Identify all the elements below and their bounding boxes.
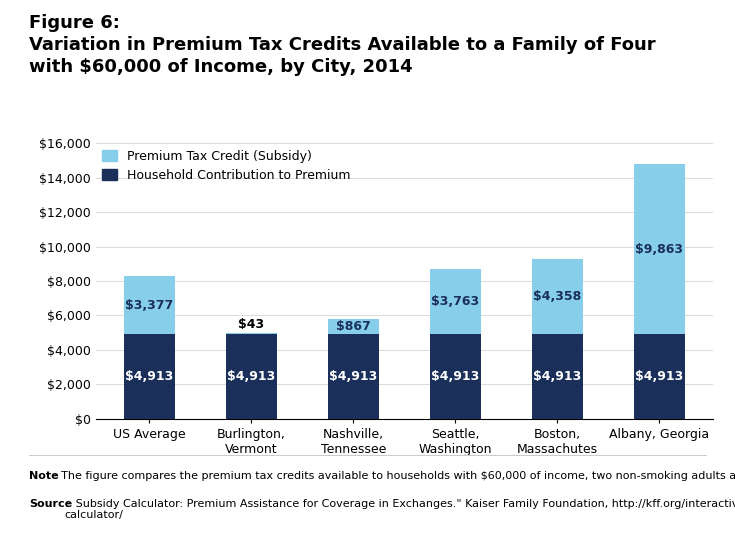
Bar — [634, 164, 685, 334]
Text: Note: Note — [29, 471, 59, 481]
Text: $867: $867 — [336, 320, 370, 333]
Text: : The figure compares the premium tax credits available to households with $60,0: : The figure compares the premium tax cr… — [54, 471, 735, 481]
Text: Source: Source — [29, 499, 73, 509]
Text: $4,913: $4,913 — [431, 370, 479, 383]
Text: $4,913: $4,913 — [635, 370, 684, 383]
Text: $4,913: $4,913 — [125, 370, 173, 383]
Bar — [328, 334, 379, 419]
Text: $4,913: $4,913 — [227, 370, 276, 383]
Legend: Premium Tax Credit (Subsidy), Household Contribution to Premium: Premium Tax Credit (Subsidy), Household … — [102, 149, 351, 182]
Bar — [430, 334, 481, 419]
Text: Figure 6:: Figure 6: — [29, 14, 121, 32]
Text: $9,863: $9,863 — [635, 243, 684, 256]
Text: $4,913: $4,913 — [533, 370, 581, 383]
Bar — [634, 334, 685, 419]
Text: :  Subsidy Calculator: Premium Assistance for Coverage in Exchanges." Kaiser Fam: : Subsidy Calculator: Premium Assistance… — [65, 499, 735, 520]
Bar — [430, 269, 481, 334]
Text: Variation in Premium Tax Credits Available to a Family of Four: Variation in Premium Tax Credits Availab… — [29, 36, 656, 54]
Bar — [123, 334, 175, 419]
Bar — [226, 333, 276, 334]
Bar — [226, 334, 276, 419]
Text: $3,377: $3,377 — [125, 299, 173, 311]
Bar — [532, 334, 583, 419]
Text: $43: $43 — [238, 318, 265, 331]
Bar — [123, 276, 175, 334]
Bar — [532, 259, 583, 334]
Bar — [328, 319, 379, 334]
Text: $4,913: $4,913 — [329, 370, 377, 383]
Text: $3,763: $3,763 — [431, 295, 479, 308]
Text: with $60,000 of Income, by City, 2014: with $60,000 of Income, by City, 2014 — [29, 58, 413, 76]
Text: $4,358: $4,358 — [533, 290, 581, 303]
